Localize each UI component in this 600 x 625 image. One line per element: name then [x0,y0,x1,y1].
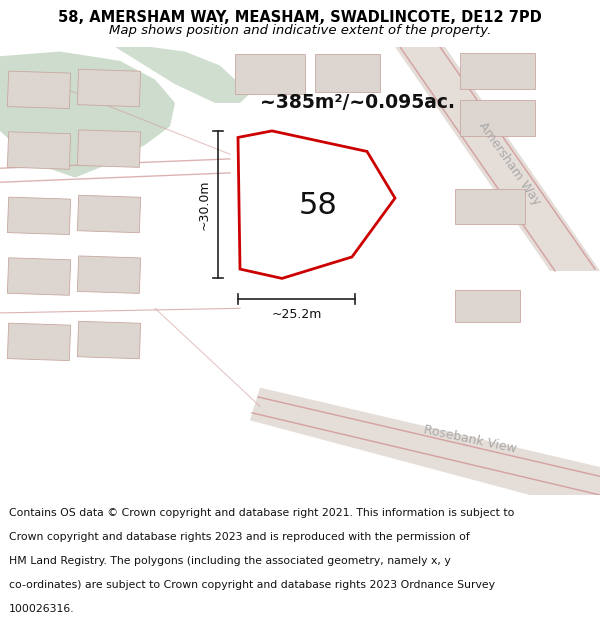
Polygon shape [460,100,535,136]
Polygon shape [77,321,140,359]
Polygon shape [7,197,71,234]
Text: HM Land Registry. The polygons (including the associated geometry, namely x, y: HM Land Registry. The polygons (includin… [9,556,451,566]
Polygon shape [7,258,71,295]
Text: co-ordinates) are subject to Crown copyright and database rights 2023 Ordnance S: co-ordinates) are subject to Crown copyr… [9,580,495,590]
Text: ~30.0m: ~30.0m [197,179,211,230]
Polygon shape [395,47,600,271]
Text: Crown copyright and database rights 2023 and is reproduced with the permission o: Crown copyright and database rights 2023… [9,532,470,542]
Text: ~25.2m: ~25.2m [271,308,322,321]
Polygon shape [77,69,140,107]
Polygon shape [115,47,250,103]
Polygon shape [7,132,71,169]
Polygon shape [238,131,395,278]
Polygon shape [315,54,380,92]
Text: 100026316.: 100026316. [9,604,74,614]
Text: Amersham Way: Amersham Way [476,119,544,208]
Polygon shape [0,51,175,177]
Text: ~385m²/~0.095ac.: ~385m²/~0.095ac. [260,93,455,112]
Polygon shape [455,289,520,322]
Polygon shape [77,130,140,168]
Polygon shape [77,256,140,293]
Text: Rosebank View: Rosebank View [422,422,518,455]
Polygon shape [455,189,525,224]
Polygon shape [7,323,71,361]
Polygon shape [77,195,140,232]
Polygon shape [235,54,305,94]
Polygon shape [7,71,71,109]
Polygon shape [250,388,600,514]
Text: Contains OS data © Crown copyright and database right 2021. This information is : Contains OS data © Crown copyright and d… [9,508,514,518]
Text: 58, AMERSHAM WAY, MEASHAM, SWADLINCOTE, DE12 7PD: 58, AMERSHAM WAY, MEASHAM, SWADLINCOTE, … [58,10,542,25]
Text: 58: 58 [299,191,337,220]
Polygon shape [460,53,535,89]
Text: Map shows position and indicative extent of the property.: Map shows position and indicative extent… [109,24,491,36]
